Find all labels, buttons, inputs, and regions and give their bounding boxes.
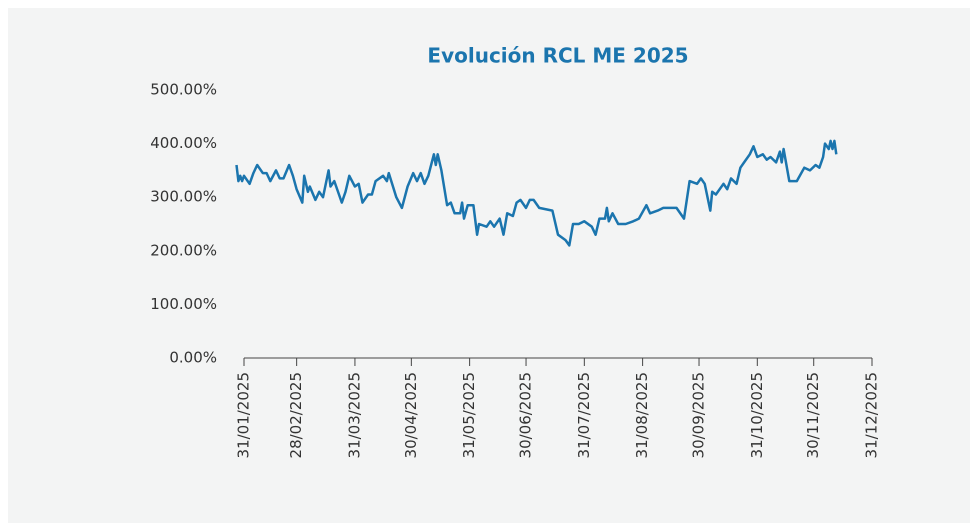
y-tick-label: 0.00% [169, 349, 217, 367]
line-series [235, 139, 838, 247]
x-tick-label: 30/11/2025 [804, 372, 822, 458]
x-tick-label: 30/09/2025 [690, 372, 708, 458]
x-tick-label: 31/10/2025 [748, 372, 766, 458]
y-tick-label: 200.00% [150, 241, 217, 259]
y-tick-label: 500.00% [150, 81, 217, 99]
x-tick-label: 28/02/2025 [287, 372, 305, 458]
panel [8, 8, 970, 523]
x-tick-label: 30/04/2025 [402, 372, 420, 458]
x-tick-label: 31/12/2025 [863, 372, 881, 458]
chart-title: Evolución RCL ME 2025 [427, 44, 688, 68]
y-tick-label: 300.00% [150, 188, 217, 206]
x-tick-label: 30/06/2025 [517, 372, 535, 458]
x-tick-label: 31/05/2025 [460, 372, 478, 458]
x-tick-label: 31/03/2025 [345, 372, 363, 458]
y-tick-label: 100.00% [150, 295, 217, 313]
x-tick-label: 31/01/2025 [235, 372, 253, 458]
y-tick-label: 400.00% [150, 134, 217, 152]
x-tick-label: 31/08/2025 [633, 372, 651, 458]
x-tick-label: 31/07/2025 [575, 372, 593, 458]
